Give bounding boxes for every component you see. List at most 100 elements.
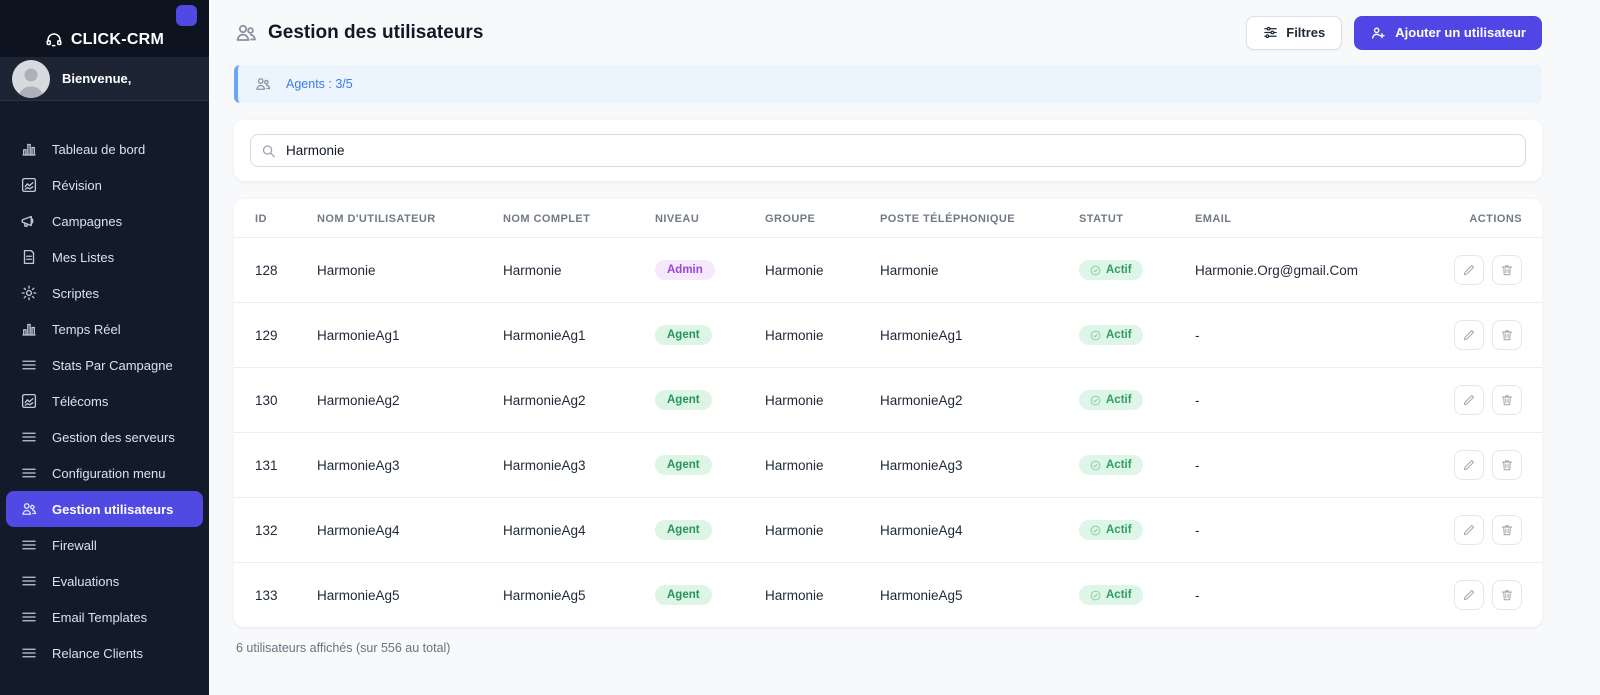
- search-input[interactable]: [250, 134, 1526, 167]
- sidebar-item-scriptes[interactable]: Scriptes: [6, 275, 203, 311]
- delete-user-button[interactable]: [1492, 450, 1522, 480]
- sidebar-item-configuration-menu[interactable]: Configuration menu: [6, 455, 203, 491]
- sidebar-item-relance-clients[interactable]: Relance Clients: [6, 635, 203, 671]
- delete-user-button[interactable]: [1492, 385, 1522, 415]
- sidebar-item-label: Stats Par Campagne: [52, 357, 173, 373]
- filters-button[interactable]: Filtres: [1246, 15, 1343, 50]
- table-row: 132 HarmonieAg4 HarmonieAg4 Agent Harmon…: [234, 497, 1542, 563]
- check-circle-icon: [1090, 460, 1101, 471]
- sidebar-toggle-button[interactable]: [176, 5, 197, 26]
- edit-user-button[interactable]: [1454, 450, 1484, 480]
- edit-user-button[interactable]: [1454, 320, 1484, 350]
- cell-group: Harmonie: [757, 302, 872, 368]
- cell-email: -: [1187, 562, 1401, 627]
- sidebar-item-mes-listes[interactable]: Mes Listes: [6, 239, 203, 275]
- table-row: 133 HarmonieAg5 HarmonieAg5 Agent Harmon…: [234, 562, 1542, 627]
- edit-user-button[interactable]: [1454, 515, 1484, 545]
- gear-icon: [20, 284, 38, 302]
- megaphone-icon: [20, 212, 38, 230]
- sidebar-item-gestion-utilisateurs[interactable]: Gestion utilisateurs: [6, 491, 203, 527]
- column-header: NOM COMPLET: [503, 213, 591, 225]
- sidebar-item-label: Evaluations: [52, 573, 120, 589]
- app-name: CLICK-CRM: [70, 31, 165, 48]
- column-header: POSTE TÉLÉPHONIQUE: [880, 213, 1016, 225]
- cell-id: 128: [234, 237, 309, 303]
- status-badge: Actif: [1079, 390, 1143, 410]
- edit-user-button[interactable]: [1454, 255, 1484, 285]
- menu-icon: [20, 536, 38, 554]
- sidebar-item-t-l-coms[interactable]: Télécoms: [6, 383, 203, 419]
- sidebar-item-tableau-de-bord[interactable]: Tableau de bord: [6, 131, 203, 167]
- sidebar-item-temps-r-el[interactable]: Temps Réel: [6, 311, 203, 347]
- cell-id: 132: [234, 497, 309, 563]
- table-header-row: ID NOM D'UTILISATEUR NOM COMPLET NIVEAU GROU…: [234, 199, 1542, 238]
- cell-actions: [1401, 302, 1542, 368]
- sidebar-item-evaluations[interactable]: Evaluations: [6, 563, 203, 599]
- sidebar-item-label: Gestion des serveurs: [52, 429, 175, 445]
- check-circle-icon: [1090, 395, 1101, 406]
- status-badge: Actif: [1079, 325, 1143, 345]
- welcome-text: Bienvenue,: [62, 71, 132, 86]
- delete-user-button[interactable]: [1492, 580, 1522, 610]
- sidebar-item-gestion-des-serveurs[interactable]: Gestion des serveurs: [6, 419, 203, 455]
- bar-chart-icon: [20, 320, 38, 338]
- cell-status: Actif: [1071, 562, 1187, 627]
- cell-level: Agent: [647, 302, 757, 368]
- cell-group: Harmonie: [757, 562, 872, 627]
- cell-full-name: HarmonieAg5: [495, 562, 647, 627]
- users-table-card: ID NOM D'UTILISATEUR NOM COMPLET NIVEAU GROU…: [234, 199, 1542, 627]
- column-header: GROUPE: [765, 213, 816, 225]
- column-header: NOM D'UTILISATEUR: [317, 213, 436, 225]
- cell-phone-ext: HarmonieAg2: [872, 367, 1071, 433]
- delete-user-button[interactable]: [1492, 320, 1522, 350]
- cell-status: Actif: [1071, 302, 1187, 368]
- column-header: NIVEAU: [655, 213, 700, 225]
- sidebar-item-firewall[interactable]: Firewall: [6, 527, 203, 563]
- cell-id: 129: [234, 302, 309, 368]
- level-badge: Agent: [655, 390, 712, 410]
- cell-full-name: HarmonieAg2: [495, 367, 647, 433]
- column-header: EMAIL: [1195, 213, 1232, 225]
- sidebar-item-stats-par-campagne[interactable]: Stats Par Campagne: [6, 347, 203, 383]
- sidebar-item-label: Scriptes: [52, 285, 99, 301]
- column-header: ACTIONS: [1469, 213, 1522, 225]
- cell-full-name: Harmonie: [495, 237, 647, 303]
- cell-level: Agent: [647, 497, 757, 563]
- level-badge: Agent: [655, 585, 712, 605]
- cell-id: 130: [234, 367, 309, 433]
- delete-user-button[interactable]: [1492, 515, 1522, 545]
- sidebar-item-r-vision[interactable]: Révision: [6, 167, 203, 203]
- sidebar-logo-section: CLICK-CRM: [0, 0, 209, 57]
- level-badge: Agent: [655, 455, 712, 475]
- level-badge: Agent: [655, 520, 712, 540]
- cell-status: Actif: [1071, 432, 1187, 498]
- sidebar-item-campagnes[interactable]: Campagnes: [6, 203, 203, 239]
- agents-info-banner: Agents : 3/5: [234, 65, 1542, 103]
- status-badge: Actif: [1079, 455, 1143, 475]
- users-table: ID NOM D'UTILISATEUR NOM COMPLET NIVEAU GROU…: [234, 199, 1542, 627]
- check-circle-icon: [1090, 265, 1101, 276]
- cell-full-name: HarmonieAg1: [495, 302, 647, 368]
- level-badge: Admin: [655, 260, 715, 280]
- sidebar-item-email-templates[interactable]: Email Templates: [6, 599, 203, 635]
- cell-username: Harmonie: [309, 237, 495, 303]
- add-user-button[interactable]: Ajouter un utilisateur: [1354, 15, 1542, 50]
- sidebar-nav: Tableau de bord Révision Campagnes Mes List…: [0, 101, 209, 681]
- delete-user-button[interactable]: [1492, 255, 1522, 285]
- edit-user-button[interactable]: [1454, 580, 1484, 610]
- cell-actions: [1401, 497, 1542, 563]
- cell-level: Admin: [647, 237, 757, 303]
- cell-phone-ext: HarmonieAg5: [872, 562, 1071, 627]
- sidebar: CLICK-CRM Bienvenue, Tableau de bord Révi…: [0, 0, 209, 695]
- edit-user-button[interactable]: [1454, 385, 1484, 415]
- cell-email: -: [1187, 497, 1401, 563]
- column-header: ID: [255, 213, 267, 225]
- cell-email: -: [1187, 432, 1401, 498]
- cell-phone-ext: HarmonieAg3: [872, 432, 1071, 498]
- cell-phone-ext: Harmonie: [872, 237, 1071, 303]
- cell-id: 133: [234, 562, 309, 627]
- app-logo: CLICK-CRM: [45, 31, 164, 49]
- avatar: [12, 59, 50, 98]
- sidebar-item-label: Révision: [52, 177, 102, 193]
- search-icon: [261, 143, 276, 158]
